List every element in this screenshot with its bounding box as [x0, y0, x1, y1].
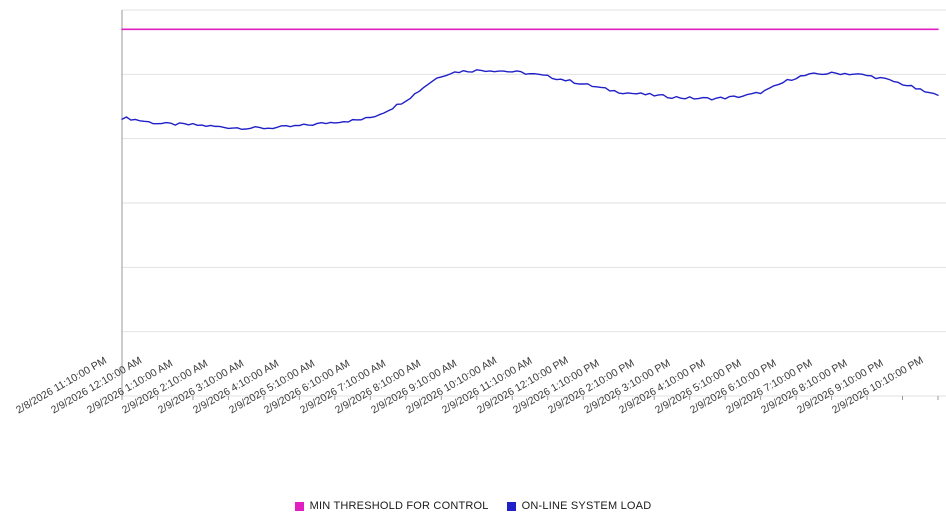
legend-swatch-online-system-load: [506, 501, 516, 511]
plot-svg: [121, 9, 946, 400]
gridlines: [121, 9, 946, 400]
series-paths: [121, 28, 939, 131]
chart-legend: MIN THRESHOLD FOR CONTROL ON-LINE SYSTEM…: [0, 494, 946, 518]
plot-area: [121, 9, 946, 400]
x-axis-labels: 2/8/2026 11:10:00 PM 2/9/2026 12:10:00 AM…: [0, 354, 946, 486]
legend-label-online-system-load: ON-LINE SYSTEM LOAD: [521, 500, 652, 512]
legend-label-min-threshold: MIN THRESHOLD FOR CONTROL: [309, 500, 489, 512]
legend-swatch-min-threshold: [294, 501, 304, 511]
legend-entry-online-system-load[interactable]: ON-LINE SYSTEM LOAD: [506, 500, 652, 512]
legend-entry-min-threshold[interactable]: MIN THRESHOLD FOR CONTROL: [294, 500, 489, 512]
series-line-online-system-load: [121, 69, 939, 131]
